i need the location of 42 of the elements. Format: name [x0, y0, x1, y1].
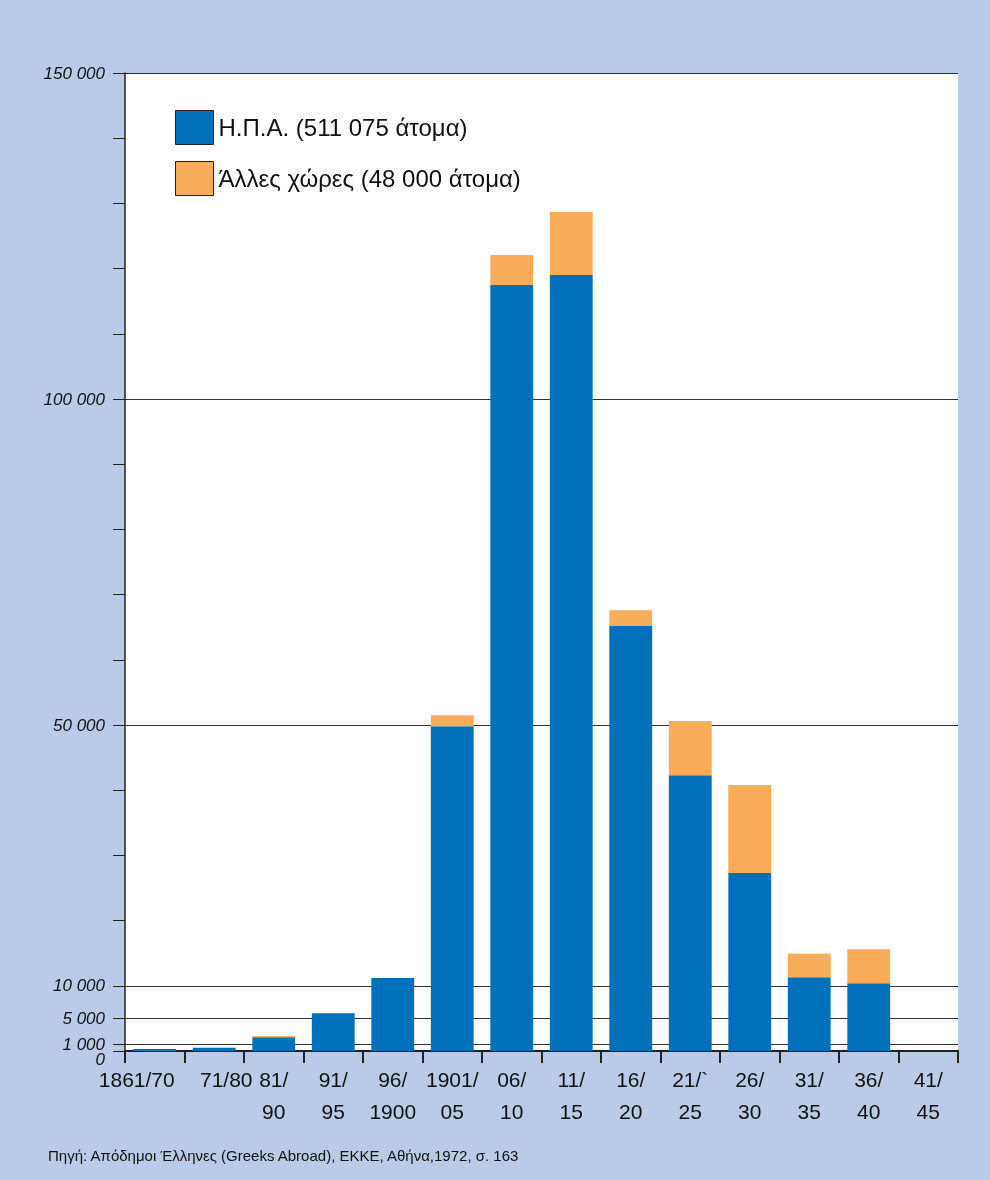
bar — [252, 1037, 296, 1051]
bar — [668, 721, 712, 776]
y-tick-label: 10 000 — [53, 976, 106, 996]
bar — [311, 1013, 355, 1051]
text: Πηγή: Απόδημοι Έλληνες (Greeks Abroad), ΕΚΚΕ, Αθήνα,1972, σ. 163 — [48, 1147, 519, 1164]
bar — [728, 873, 772, 1051]
bar — [490, 284, 534, 1051]
legend-label: Άλλες χώρες (48 000 άτομα) — [218, 165, 521, 192]
bar — [728, 784, 772, 873]
x-tick-label: 16/ 20 — [616, 1067, 646, 1123]
y-tick-label: 50 000 — [53, 715, 106, 735]
bar — [549, 211, 593, 276]
bar — [549, 275, 593, 1051]
x-tick-label: 41/ 45 — [913, 1067, 944, 1123]
legend-label: Η.Π.Α. (511 075 άτομα) — [218, 114, 468, 141]
bar — [430, 726, 474, 1051]
bar — [847, 949, 891, 984]
y-tick-label: 100 000 — [43, 389, 106, 409]
x-tick-label: 81/ 90 — [259, 1067, 289, 1123]
x-tick-label: 91/ 95 — [318, 1067, 349, 1123]
bar — [490, 254, 534, 285]
bar — [787, 953, 831, 978]
x-tick-label: 96/ 1900 — [369, 1067, 417, 1123]
x-tick-label: 1861/70 — [98, 1067, 175, 1091]
x-tick-label: 71/80 — [199, 1067, 253, 1091]
bar — [192, 1047, 236, 1051]
x-tick-label: 11/ 15 — [557, 1067, 586, 1123]
y-tick-label: 5 000 — [62, 1008, 106, 1028]
bar — [609, 610, 653, 626]
x-tick-label: 31/ 35 — [794, 1067, 825, 1123]
x-tick-label: 26/ 30 — [735, 1067, 765, 1123]
x-tick-label: 21/` 25 — [672, 1067, 709, 1123]
bar — [371, 977, 415, 1051]
bar — [609, 625, 653, 1051]
bar — [430, 715, 474, 727]
bar — [847, 983, 891, 1051]
bar — [787, 977, 831, 1051]
x-tick-label: 1901/ 05 — [425, 1067, 479, 1123]
bar — [668, 775, 712, 1051]
x-tick-label: 36/ 40 — [854, 1067, 884, 1123]
y-tick-label: 150 000 — [43, 63, 106, 83]
x-tick-label: 06/ 10 — [497, 1067, 527, 1123]
